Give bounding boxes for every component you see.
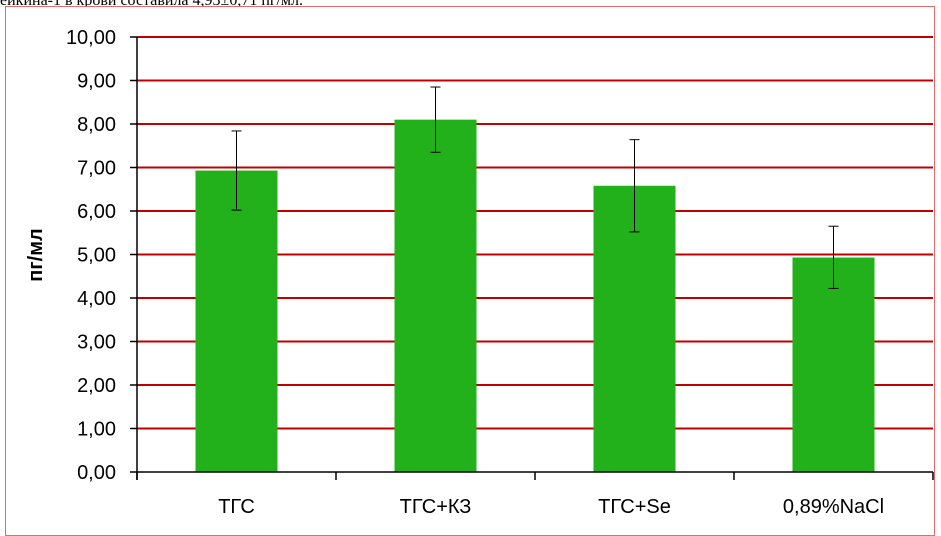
axes	[130, 36, 934, 480]
y-tick-labels: 0,00 1,00 2,00 3,00 4,00 5,00 6,00 7,00 8,00 9,00…	[66, 27, 116, 484]
y-tick-label: 0,00	[77, 462, 116, 484]
x-tick-label: 0,89%NaCl	[783, 496, 884, 518]
y-tick-label: 2,00	[77, 375, 116, 397]
bar	[792, 257, 875, 472]
bar	[593, 185, 676, 472]
y-tick-label: 6,00	[77, 201, 116, 223]
y-tick-label: 8,00	[77, 114, 116, 136]
bar	[195, 170, 278, 473]
y-tick-label: 10,00	[66, 27, 116, 49]
x-tick-label: ТГС+Se	[598, 496, 671, 518]
bar-chart: 0,00 1,00 2,00 3,00 4,00 5,00 6,00 7,00 8,00 9,00…	[25, 27, 934, 518]
y-tick-label: 1,00	[77, 419, 116, 441]
caption-fragment: ейкина-1 в крови составила 4,93±0,71 пг/…	[0, 0, 303, 9]
x-tick-labels: ТГС ТГС+КЗ ТГС+Se 0,89%NaCl	[218, 496, 884, 518]
x-tick-label: ТГС	[218, 496, 255, 518]
y-tick-label: 5,00	[77, 245, 116, 267]
y-axis-label: пг/мл	[25, 228, 47, 281]
bar	[394, 119, 477, 473]
x-tick-label: ТГС+КЗ	[400, 496, 472, 518]
error-bars	[231, 86, 839, 289]
y-tick-label: 7,00	[77, 158, 116, 180]
y-tick-label: 3,00	[77, 332, 116, 354]
bars	[195, 119, 875, 473]
y-tick-label: 9,00	[77, 71, 116, 93]
y-tick-label: 4,00	[77, 288, 116, 310]
